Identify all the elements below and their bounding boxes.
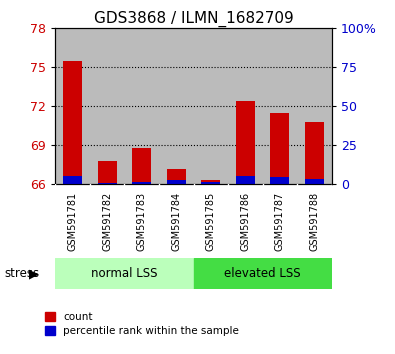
Bar [194,258,332,289]
Bar [159,28,194,184]
Text: ▶: ▶ [29,267,38,280]
Bar [228,28,263,184]
Bar [201,179,220,184]
Bar [305,179,324,184]
Text: GSM591784: GSM591784 [171,192,181,251]
Bar [194,28,228,184]
Bar [98,161,117,184]
Text: GSM591782: GSM591782 [102,192,112,251]
Bar [55,258,194,289]
Bar [98,183,117,184]
Bar [236,101,255,184]
Bar [124,28,159,184]
Text: GSM591785: GSM591785 [206,192,216,251]
Bar [63,61,82,184]
Bar [271,177,290,184]
Text: GSM591786: GSM591786 [241,192,250,251]
Bar [271,113,290,184]
Text: GSM591787: GSM591787 [275,192,285,251]
Bar [167,180,186,184]
Text: normal LSS: normal LSS [91,267,158,280]
Bar [167,169,186,184]
Bar [55,28,90,184]
Text: GSM591788: GSM591788 [310,192,320,251]
Bar [305,122,324,184]
Title: GDS3868 / ILMN_1682709: GDS3868 / ILMN_1682709 [94,11,293,27]
Bar [90,28,124,184]
Legend: count, percentile rank within the sample: count, percentile rank within the sample [45,312,239,336]
Bar [236,176,255,184]
Bar [201,182,220,184]
Text: GSM591781: GSM591781 [68,192,77,251]
Text: GSM591783: GSM591783 [137,192,147,251]
Bar [263,28,297,184]
Text: elevated LSS: elevated LSS [224,267,301,280]
Text: stress: stress [4,267,39,280]
Bar [132,148,151,184]
Bar [132,182,151,184]
Bar [63,176,82,184]
Bar [297,28,332,184]
